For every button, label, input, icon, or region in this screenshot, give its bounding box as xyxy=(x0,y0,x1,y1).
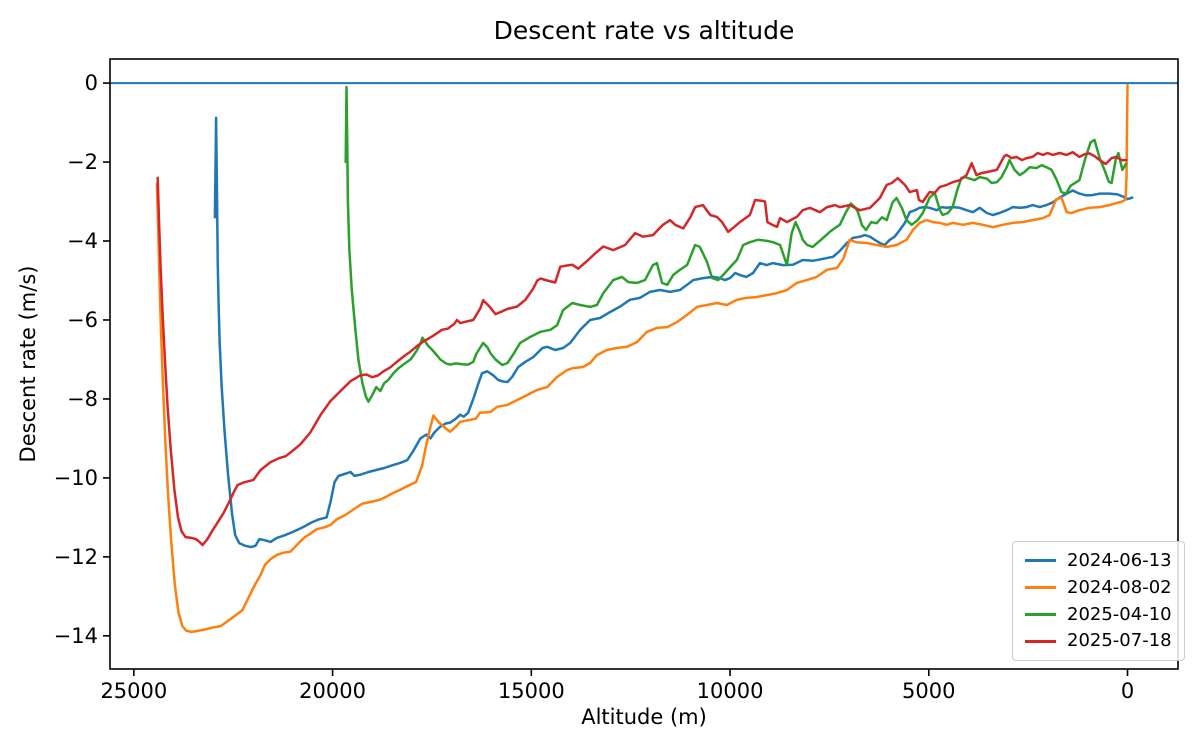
legend-item: 2025-04-10 xyxy=(1025,603,1172,625)
legend-label: 2025-04-10 xyxy=(1067,603,1172,625)
y-tick-label: −10 xyxy=(54,466,98,490)
chart-title: Descent rate vs altitude xyxy=(493,16,795,45)
axes-frame xyxy=(109,58,1179,670)
x-axis-label: Altitude (m) xyxy=(581,705,707,729)
plot-area xyxy=(110,82,1178,634)
legend-label: 2024-08-02 xyxy=(1067,576,1172,598)
series-line-2025-04-10 xyxy=(344,85,1128,403)
x-tick-label: 0 xyxy=(1121,679,1134,703)
y-tick-label: −12 xyxy=(54,545,98,569)
y-tick-label: −6 xyxy=(67,308,98,332)
legend-line-swatch xyxy=(1025,639,1056,643)
y-tick-label: −4 xyxy=(67,229,98,253)
legend-item: 2024-06-13 xyxy=(1025,551,1172,571)
legend: 2024-06-13 2024-08-02 2025-04-10 2025-07-18 xyxy=(1012,541,1185,662)
legend-line-swatch xyxy=(1025,559,1056,563)
y-tick-label: −14 xyxy=(54,624,98,648)
x-tick-label: 15000 xyxy=(498,679,565,703)
y-tick-label: −8 xyxy=(67,387,98,411)
legend-label: 2024-06-13 xyxy=(1067,550,1172,571)
x-tick-label: 20000 xyxy=(299,679,366,703)
y-tick-label: 0 xyxy=(85,71,98,95)
legend-item: 2025-07-18 xyxy=(1025,631,1172,651)
legend-item: 2024-08-02 xyxy=(1025,576,1172,598)
x-tick-label: 25000 xyxy=(100,679,167,703)
x-tick-label: 10000 xyxy=(697,679,764,703)
legend-label: 2025-07-18 xyxy=(1067,630,1172,652)
series-line-2025-07-18 xyxy=(156,150,1128,547)
legend-line-swatch xyxy=(1025,612,1056,616)
series-line-2024-06-13 xyxy=(213,116,1134,549)
y-axis-label: Descent rate (m/s) xyxy=(16,265,40,463)
legend-line-swatch xyxy=(1025,586,1056,590)
x-tick-label: 5000 xyxy=(902,679,955,703)
series-line-2024-08-02 xyxy=(155,83,1129,634)
y-tick-label: −2 xyxy=(67,150,98,174)
